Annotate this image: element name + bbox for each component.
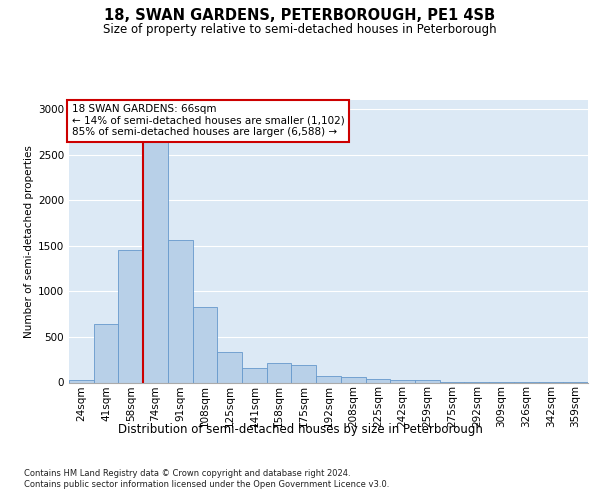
Y-axis label: Number of semi-detached properties: Number of semi-detached properties [24, 145, 34, 338]
Text: Contains public sector information licensed under the Open Government Licence v3: Contains public sector information licen… [24, 480, 389, 489]
Bar [168, 240, 193, 382]
Bar [242, 368, 267, 382]
Bar [267, 364, 292, 382]
Bar [390, 380, 415, 382]
Bar [193, 307, 217, 382]
Text: Contains HM Land Registry data © Crown copyright and database right 2024.: Contains HM Land Registry data © Crown c… [24, 469, 350, 478]
Text: Size of property relative to semi-detached houses in Peterborough: Size of property relative to semi-detach… [103, 22, 497, 36]
Bar [217, 352, 242, 382]
Bar [94, 324, 118, 382]
Bar [69, 380, 94, 382]
Bar [365, 380, 390, 382]
Bar [341, 376, 365, 382]
Bar [143, 141, 168, 382]
Bar [292, 364, 316, 382]
Text: Distribution of semi-detached houses by size in Peterborough: Distribution of semi-detached houses by … [118, 422, 482, 436]
Bar [415, 380, 440, 382]
Text: 18 SWAN GARDENS: 66sqm
← 14% of semi-detached houses are smaller (1,102)
85% of : 18 SWAN GARDENS: 66sqm ← 14% of semi-det… [71, 104, 344, 138]
Text: 18, SWAN GARDENS, PETERBOROUGH, PE1 4SB: 18, SWAN GARDENS, PETERBOROUGH, PE1 4SB [104, 8, 496, 22]
Bar [118, 250, 143, 382]
Bar [316, 376, 341, 382]
